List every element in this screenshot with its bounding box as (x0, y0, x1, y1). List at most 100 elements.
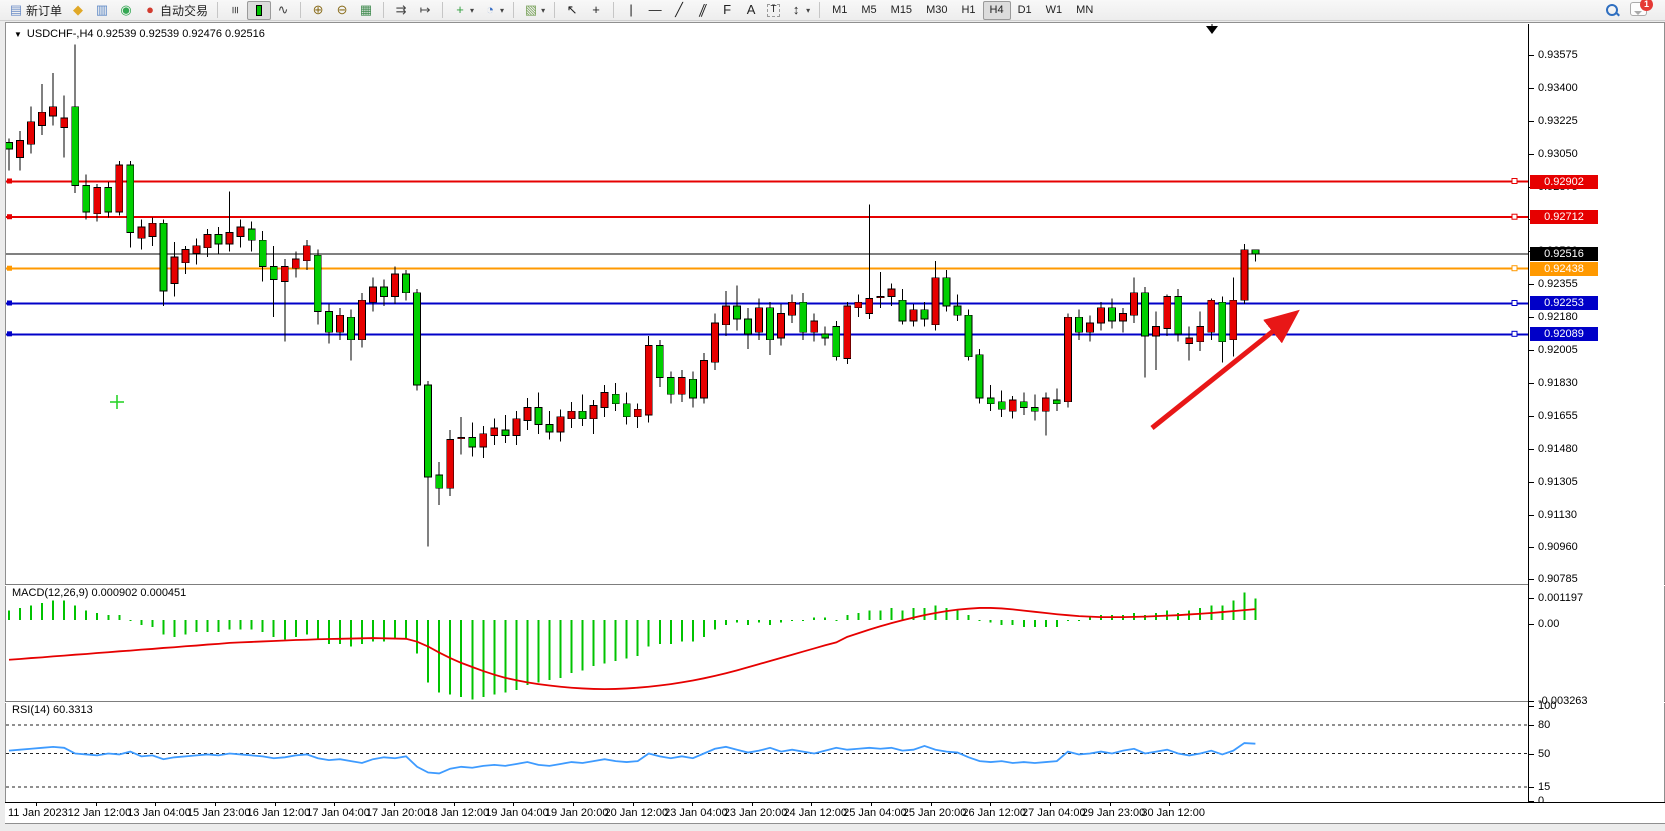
new-chart-button[interactable]: + ▾ (448, 1, 478, 20)
timeframe-m30-button[interactable]: M30 (926, 4, 948, 16)
time-axis-tick (930, 803, 932, 806)
time-axis-tick (513, 803, 515, 806)
time-axis-label: 23 Jan 04:00 (664, 807, 728, 819)
level-price-badge: 0.92902 (1530, 174, 1598, 189)
zoom-in-button[interactable]: ⊕ (306, 1, 330, 20)
rsi-indicator-label: RSI(14) 60.3313 (12, 704, 93, 716)
timeframe-mn-button[interactable]: MN (1076, 4, 1094, 16)
rsi-axis-label: 0 (1528, 795, 1545, 807)
time-axis-label: 23 Jan 20:00 (723, 807, 788, 819)
chart-candles-button[interactable] (247, 0, 272, 20)
autotrading-button[interactable]: ● 自动交易 (138, 1, 212, 20)
timeframe-h1-button[interactable]: H1 (961, 4, 976, 16)
price-tick-label: 0.92180 (1529, 311, 1578, 324)
chart-shift-button[interactable]: ↦ (413, 1, 437, 20)
chart-window (5, 22, 1665, 824)
template-icon: ▧ (524, 2, 538, 17)
trendline-button[interactable]: ╱ (667, 1, 691, 20)
timeframe-m1-button[interactable]: M1 (832, 4, 848, 16)
clock-icon: ◔ (486, 2, 494, 17)
zoom-in-icon: ⊕ (312, 2, 324, 17)
new-order-button[interactable]: ▤ 新订单 (4, 1, 66, 20)
level-price-badge: 0.92438 (1530, 261, 1598, 276)
metaeditor-button[interactable]: ◆ (66, 1, 90, 20)
time-axis-tick (990, 803, 992, 806)
cursor-button[interactable]: ↖ (560, 1, 584, 20)
trendline-icon: ╱ (675, 2, 683, 17)
autotrading-button-label: 自动交易 (160, 3, 209, 18)
text-label-button[interactable]: T (763, 1, 784, 20)
time-axis-label: 15 Jan 23:00 (186, 807, 251, 819)
price-tick-label: 0.93575 (1529, 49, 1578, 61)
rsi-axis-label: 80 (1528, 719, 1551, 731)
macd-panel-canvas[interactable] (6, 586, 1528, 701)
timeframe-m5-button[interactable]: M5 (861, 4, 877, 16)
window-bottom-strip (0, 824, 1665, 831)
time-axis-label: 13 Jan 04:00 (127, 807, 191, 819)
panel-splitter-rsi[interactable] (5, 701, 1665, 703)
timeframe-d1-button[interactable]: D1 (1017, 4, 1032, 16)
timeframe-w1-button[interactable]: W1 (1045, 4, 1063, 16)
quote-header: ▼ USDCHF-,H4 0.92539 0.92539 0.92476 0.92… (14, 28, 265, 40)
horizontal-line-button[interactable]: — (643, 1, 667, 20)
level-price-badge: 0.92712 (1530, 210, 1598, 225)
channel-button[interactable]: ∥ (691, 1, 715, 20)
metaeditor-icon: ◆ (73, 2, 84, 17)
templates-button[interactable]: ▧ ▾ (519, 1, 549, 20)
time-axis-label: 29 Jan 23:00 (1081, 807, 1146, 819)
timeframe-m15-button[interactable]: M15 (890, 4, 913, 16)
text-button[interactable]: A (739, 1, 763, 20)
time-axis-label: 18 Jan 12:00 (425, 807, 490, 819)
chart-bars-button[interactable]: ≡ (223, 1, 247, 20)
price-tick-label: 0.92005 (1529, 344, 1578, 357)
macd-axis-label: 0.00 (1528, 618, 1560, 630)
symbol-dropdown-icon[interactable]: ▼ (14, 30, 22, 39)
bars-chart-icon: ≡ (228, 6, 244, 14)
signals-button[interactable]: ◉ (114, 1, 138, 20)
auto-scroll-button[interactable]: ⇉ (389, 1, 413, 20)
price-axis[interactable]: 0.935750.934000.932250.930500.928750.927… (1528, 24, 1664, 807)
main-chart-canvas[interactable] (6, 24, 1528, 584)
chevron-down-icon: ▾ (541, 5, 546, 15)
terminal-button[interactable]: ▥ (90, 1, 114, 20)
arrows-button[interactable]: ↕ ▾ (784, 1, 814, 20)
chart-line-button[interactable]: ∿ (271, 1, 295, 20)
time-axis-label: 25 Jan 20:00 (902, 807, 967, 819)
rsi-panel-canvas[interactable] (6, 703, 1528, 802)
timeframe-h4-button[interactable]: H4 (982, 0, 1011, 20)
new-chart-icon: + (456, 2, 464, 17)
macd-indicator-label: MACD(12,26,9) 0.000902 0.000451 (12, 587, 187, 599)
crosshair-icon: + (592, 2, 600, 17)
level-price-badge: 0.92253 (1530, 296, 1598, 311)
toolbar-separator (554, 2, 556, 18)
panel-splitter-macd[interactable] (5, 584, 1665, 586)
notifications-button[interactable]: 1 (1630, 0, 1653, 19)
rsi-axis-label: 15 (1528, 780, 1551, 793)
zoom-out-icon: ⊖ (336, 2, 348, 17)
price-tick-label: 0.90960 (1529, 540, 1578, 553)
tile-windows-button[interactable]: ▦ (354, 1, 378, 20)
search-icon[interactable] (1604, 2, 1620, 18)
chart-shift-icon: ↦ (419, 2, 431, 17)
vertical-line-button[interactable]: | (619, 1, 643, 20)
time-axis[interactable]: 11 Jan 2023 12 Jan 12:00 13 Jan 04:00 15 Ja… (5, 802, 1665, 823)
terminal-icon: ▥ (95, 2, 109, 17)
arrows-icon: ↕ (792, 2, 800, 17)
cursor-icon: ↖ (566, 2, 578, 17)
price-tick-label: 0.93050 (1529, 147, 1578, 160)
time-axis-label: 30 Jan 12:00 (1141, 807, 1205, 819)
price-tick-label: 0.90785 (1529, 573, 1578, 586)
fibonacci-button[interactable]: F (715, 1, 739, 20)
chevron-down-icon: ▾ (470, 5, 475, 15)
toolbar-separator (442, 2, 444, 18)
toolbar-separator (217, 2, 219, 18)
zoom-out-button[interactable]: ⊖ (330, 1, 354, 20)
periods-button[interactable]: ◔ ▾ (478, 1, 508, 20)
text-icon: A (746, 2, 756, 17)
time-axis-label: 27 Jan 04:00 (1022, 807, 1086, 819)
time-axis-tick (214, 803, 216, 806)
equidistant-channel-icon: ∥ (696, 2, 710, 17)
crosshair-button[interactable]: + (584, 1, 608, 20)
time-axis-tick (1169, 803, 1171, 806)
time-axis-tick (692, 803, 694, 806)
